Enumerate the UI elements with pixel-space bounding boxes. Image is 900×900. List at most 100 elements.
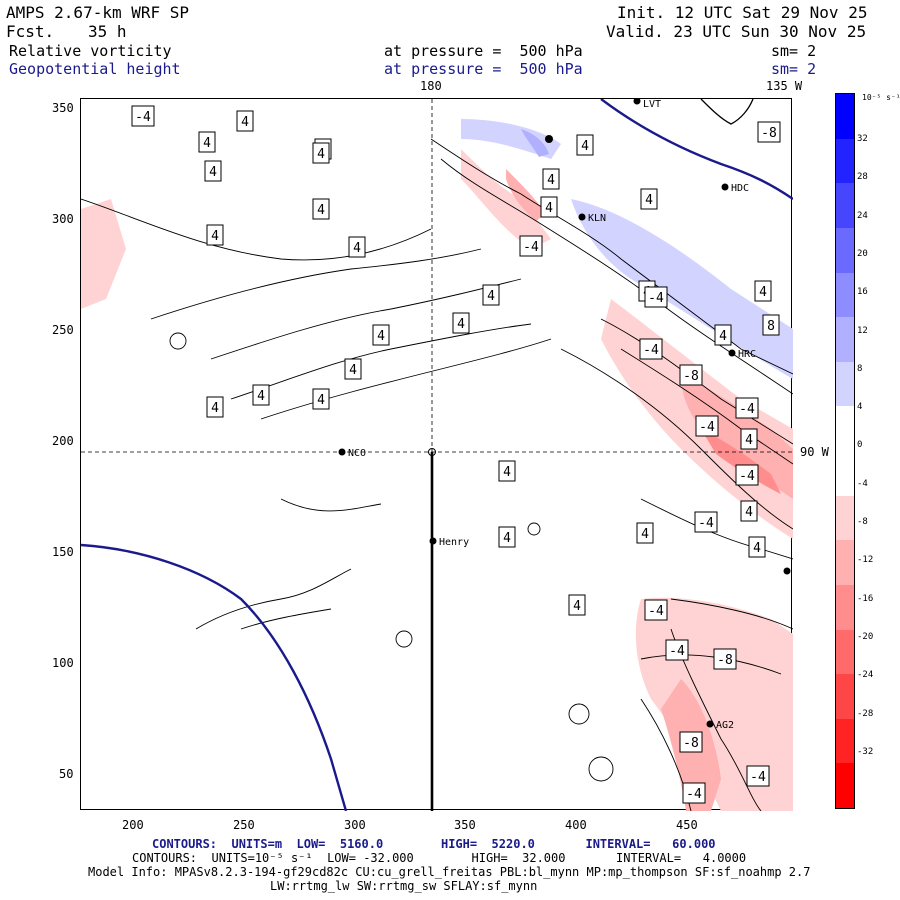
meridian-180-label: 180: [420, 79, 442, 93]
colorbar-segment: [836, 495, 854, 541]
station-ag2-label: AG2: [716, 720, 734, 731]
contour-label: 4: [211, 229, 219, 244]
contour-label-box: [542, 168, 560, 190]
contour-label-box: [348, 236, 366, 258]
colorbar-label: -28: [857, 708, 874, 719]
contour-label: 4: [545, 201, 553, 216]
colorbar-segment: [836, 451, 854, 496]
init-time: Init. 12 UTC Sat 29 Nov 25: [617, 3, 868, 22]
colorbar: [835, 93, 855, 809]
field1-smoothing: sm= 2: [771, 42, 817, 60]
contour-label: -8: [683, 736, 699, 751]
contour-label: 4: [503, 531, 511, 546]
contour-label: -4: [643, 343, 659, 358]
colorbar-segment: [836, 406, 854, 451]
contour-label: -4: [739, 469, 755, 484]
colorbar-segment: [836, 94, 854, 139]
field1-name: Relative vorticity: [9, 42, 172, 60]
contour-label: 4: [641, 527, 649, 542]
meridian-135w-label: 135 W: [766, 79, 803, 93]
contour-label-box: [640, 188, 658, 210]
field2-smoothing: sm= 2: [771, 60, 817, 78]
contour-label: -4: [750, 770, 766, 785]
colorbar-label: 4: [857, 402, 863, 413]
contour-label-box: [636, 522, 654, 544]
contour-label: 4: [645, 193, 653, 208]
station-ag2-dot: [706, 720, 714, 728]
contour-label-box: [754, 280, 772, 302]
contour-label-box: [498, 460, 516, 482]
y-tick-200: 200: [52, 434, 74, 448]
contour-label: -4: [739, 402, 755, 417]
contour-label-box: [748, 536, 766, 558]
footer-height-contours: CONTOURS: UNITS=m LOW= 5160.0 HIGH= 5220…: [152, 837, 716, 851]
forecast-label: Fcst.: [6, 22, 55, 41]
colorbar-segment: [836, 629, 854, 675]
y-tick-150: 150: [52, 545, 74, 559]
colorbar-units: 10⁻⁵ s⁻¹: [862, 93, 900, 102]
y-tick-50: 50: [59, 767, 74, 781]
x-tick-200: 200: [122, 818, 144, 832]
contour-label-box: [713, 648, 737, 670]
contour-label-box: [236, 110, 254, 132]
contour-label-box: [204, 160, 222, 182]
station-lvt-dot: [633, 99, 641, 105]
station-hrc-label: HRC: [738, 349, 756, 360]
colorbar-label: 0: [857, 440, 863, 451]
contour-label: -4: [686, 787, 702, 802]
colorbar-segment: [836, 540, 854, 585]
colorbar-label: 32: [857, 134, 868, 144]
contour-label: -8: [717, 653, 733, 668]
contour-label-box: [746, 765, 770, 787]
contour-label: 4: [503, 465, 511, 480]
station-kln-label: KLN: [588, 213, 606, 224]
contour-label: 4: [203, 136, 211, 151]
positive-vorticity-shading: [461, 119, 793, 379]
valid-time: Valid. 23 UTC Sun 30 Nov 25: [606, 22, 867, 41]
contour-label-box: [735, 397, 759, 419]
station-henry-dot: [429, 537, 437, 545]
colorbar-label: 24: [857, 210, 868, 221]
contour-label: 4: [487, 289, 495, 304]
station-top-dot: [545, 135, 553, 143]
forecast-hour: 35 h: [88, 22, 127, 41]
colorbar-segment: [836, 763, 854, 808]
station-lvt-label: LVT: [643, 99, 661, 110]
colorbar-label: 28: [857, 172, 868, 183]
contour-label: 4: [759, 285, 767, 300]
contour-label-box: [568, 594, 586, 616]
y-tick-350: 350: [52, 101, 74, 115]
footer-physics-info: LW:rrtmg_lw SW:rrtmg_sw SFLAY:sf_mynn: [270, 879, 538, 893]
field2-name: Geopotential height: [9, 60, 181, 78]
colorbar-segment: [836, 138, 854, 184]
colorbar-segment: [836, 227, 854, 273]
contour-label-box: [131, 105, 155, 127]
contour-label: -4: [648, 291, 664, 306]
contour-label: 4: [581, 139, 589, 154]
contour-label: 4: [745, 505, 753, 520]
contour-label-box: [344, 358, 362, 380]
contour-label-box: [714, 324, 732, 346]
contour-label: 4: [573, 599, 581, 614]
colorbar-label: 12: [857, 325, 868, 336]
contour-label: 4: [745, 433, 753, 448]
contour-label: -4: [698, 516, 714, 531]
contour-label-box: [312, 388, 330, 410]
contour-label: -8: [761, 126, 777, 141]
contour-label-box: [639, 338, 663, 360]
contour-label-box: [740, 428, 758, 450]
colorbar-segment: [836, 674, 854, 719]
station-hrc-dot: [728, 349, 736, 357]
y-tick-100: 100: [52, 656, 74, 670]
contour-label: 4: [317, 393, 325, 408]
colorbar-label: -32: [857, 746, 874, 757]
colorbar-label: -12: [857, 555, 874, 566]
contour-label-box: [252, 384, 270, 406]
contour-label-box: [312, 142, 330, 164]
contour-label: 4: [317, 203, 325, 218]
coastline: [700, 99, 754, 125]
negative-vorticity-shading: [81, 149, 793, 811]
y-tick-300: 300: [52, 212, 74, 226]
contour-label-box: [540, 196, 558, 218]
contour-label-box: [372, 324, 390, 346]
